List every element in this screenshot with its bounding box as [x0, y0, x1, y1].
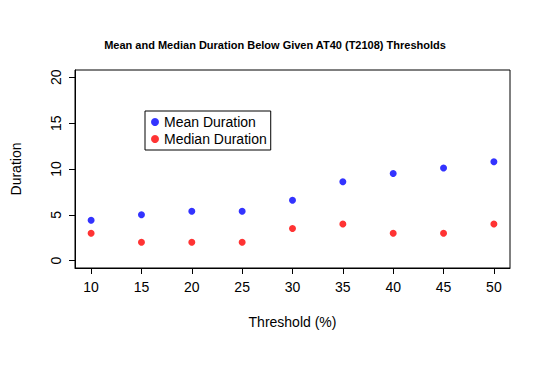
svg-text:25: 25	[234, 279, 250, 295]
svg-text:45: 45	[436, 279, 452, 295]
svg-text:Median Duration: Median Duration	[164, 131, 267, 147]
svg-text:Mean and Median Duration Below: Mean and Median Duration Below Given AT4…	[104, 39, 446, 51]
svg-text:Mean Duration: Mean Duration	[164, 114, 256, 130]
svg-text:30: 30	[285, 279, 301, 295]
svg-text:15: 15	[48, 115, 64, 131]
svg-text:0: 0	[48, 257, 64, 265]
svg-text:Threshold (%): Threshold (%)	[249, 314, 337, 330]
svg-text:50: 50	[486, 279, 502, 295]
svg-text:15: 15	[134, 279, 150, 295]
svg-text:20: 20	[184, 279, 200, 295]
svg-text:40: 40	[385, 279, 401, 295]
svg-text:20: 20	[48, 69, 64, 85]
svg-text:Duration: Duration	[8, 143, 24, 196]
svg-text:10: 10	[83, 279, 99, 295]
svg-text:5: 5	[48, 211, 64, 219]
svg-text:35: 35	[335, 279, 351, 295]
svg-text:10: 10	[48, 161, 64, 177]
